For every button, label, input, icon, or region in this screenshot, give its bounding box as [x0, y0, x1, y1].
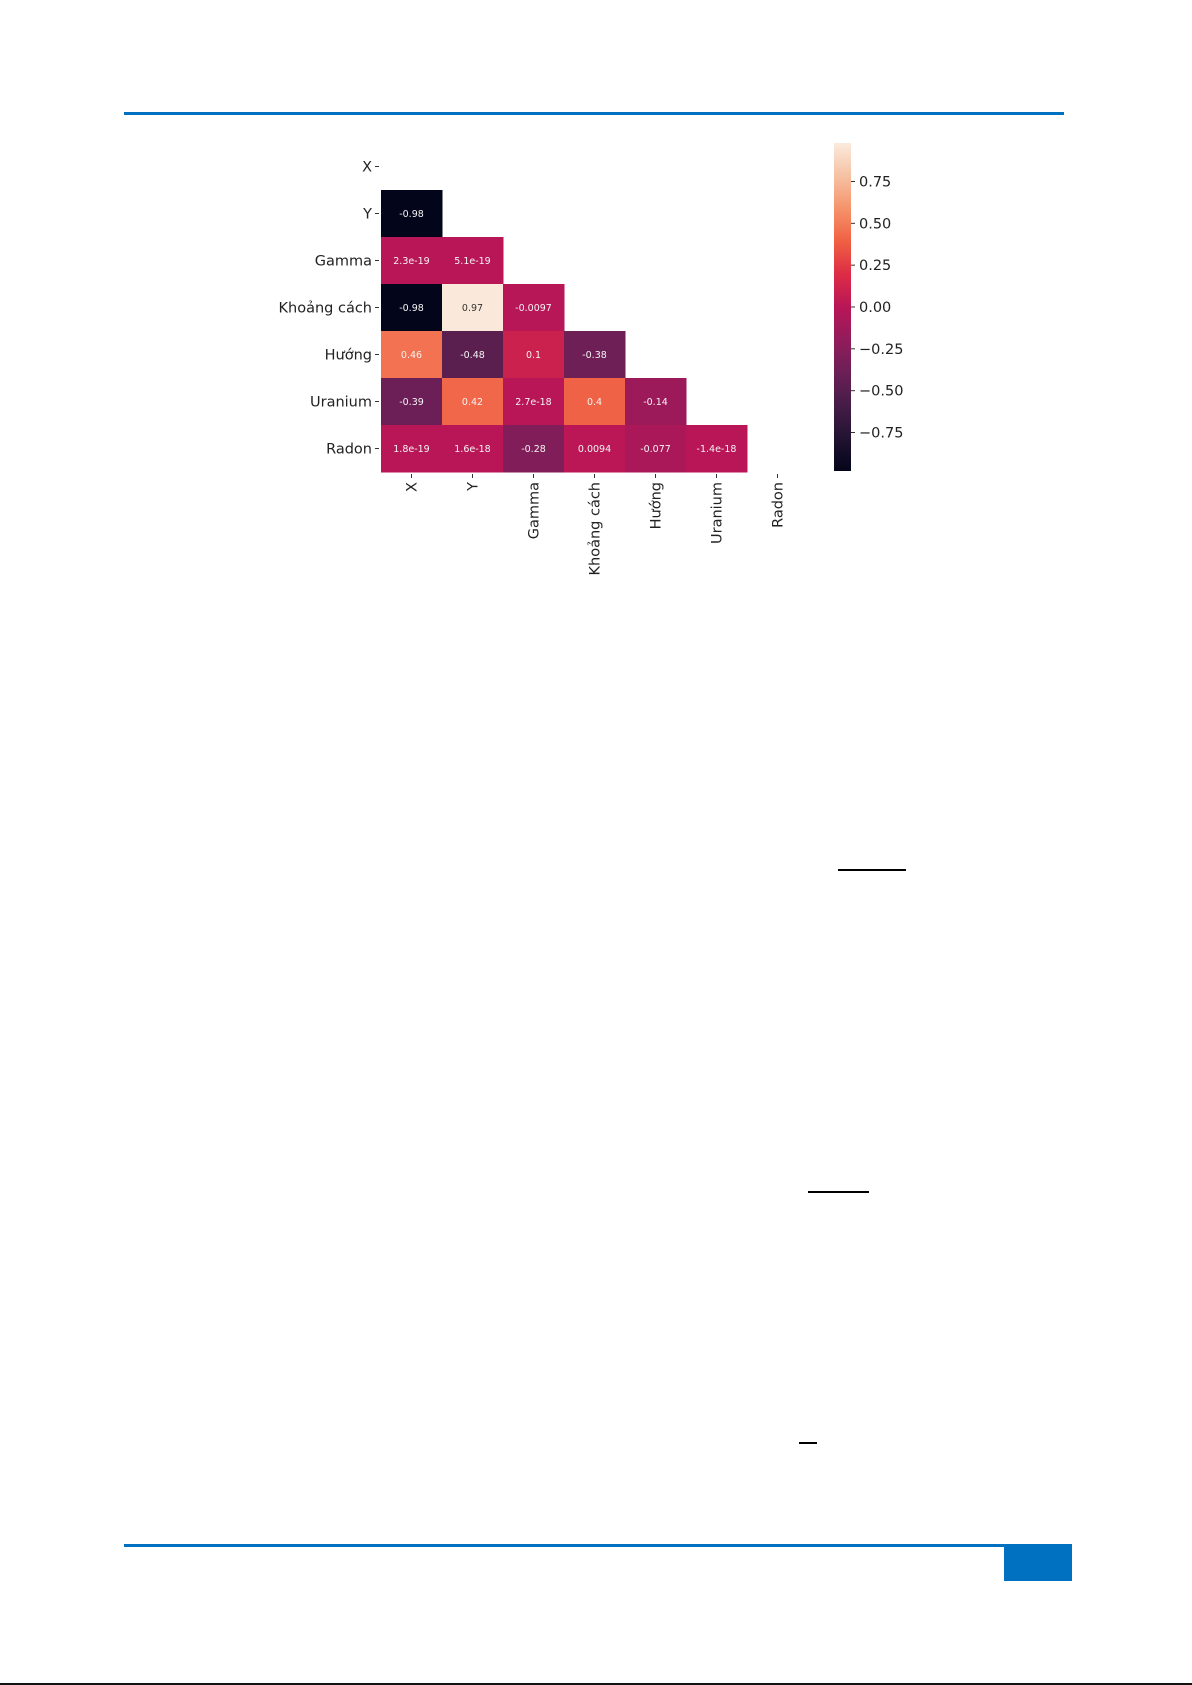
cell-annotation: -0.0097 [515, 303, 552, 314]
heatmap-cell [564, 425, 626, 473]
cell-annotation: -0.98 [399, 303, 424, 314]
row-label: Gamma [315, 254, 372, 270]
row-label: X [362, 160, 372, 176]
cell-annotation: 0.42 [462, 397, 483, 408]
cell-annotation: 0.0094 [578, 444, 611, 455]
cell-annotation: -0.077 [640, 444, 671, 455]
cell-annotation: 1.8e-19 [393, 444, 429, 455]
cell-annotation: -0.38 [582, 350, 607, 361]
column-label: Khoảng cách [588, 482, 604, 575]
cell-annotation: -1.4e-18 [697, 444, 737, 455]
heatmap-cell [442, 331, 504, 379]
heatmap-cell [625, 425, 687, 473]
heatmap-cell [503, 284, 565, 332]
heatmap-cell [503, 378, 565, 426]
heatmap-cell [503, 331, 565, 379]
colorbar-ticks: 0.75 0.50 0.25 0.00 −0.25 −0.50 −0.75 [851, 174, 903, 442]
cell-annotation: 0.4 [587, 397, 602, 408]
colorbar-tick-label: 0.25 [859, 258, 891, 274]
colorbar-tick-label: 0.50 [859, 216, 891, 232]
cell-annotation: 0.1 [526, 350, 541, 361]
heatmap-cell [442, 378, 504, 426]
colorbar-tick-label: −0.50 [859, 384, 903, 400]
row-label: Radon [326, 442, 372, 458]
page-edge [0, 1683, 1192, 1685]
colorbar-tick-label: 0.75 [859, 174, 891, 190]
page-number-box [1004, 1544, 1072, 1581]
cell-annotation: 0.46 [401, 350, 422, 361]
heatmap-cell [381, 237, 443, 285]
column-label: X [405, 482, 421, 492]
column-label: Y [466, 482, 482, 492]
cell-annotation: 0.97 [462, 303, 483, 314]
heatmap-cell [381, 284, 443, 332]
heatmap-cell [381, 425, 443, 473]
heatmap-cell [381, 331, 443, 379]
cell-annotation: -0.14 [643, 397, 668, 408]
row-labels: X Y Gamma Khoảng cách Hướng Uranium Radon [279, 160, 379, 458]
heatmap-cell [625, 378, 687, 426]
heatmap-cell [686, 425, 748, 473]
fraction-bar [799, 1442, 817, 1444]
cell-annotation: 2.7e-18 [515, 397, 551, 408]
heatmap-cell [381, 190, 443, 238]
cell-annotation: 2.3e-19 [393, 256, 429, 267]
fraction-bar [838, 869, 906, 871]
fraction-bar [808, 1191, 869, 1193]
header-rule [124, 112, 1064, 115]
colorbar-tick-label: −0.25 [859, 342, 903, 358]
column-labels: X Y Gamma Khoảng cách Hướng Uranium Radon [405, 474, 787, 575]
column-label: Radon [771, 482, 787, 528]
heatmap-cell [564, 378, 626, 426]
row-label: Hướng [325, 348, 372, 364]
heatmap-cell [442, 284, 504, 332]
cell-annotation: 1.6e-18 [454, 444, 490, 455]
heatmap-cell [442, 425, 504, 473]
cell-annotation: -0.39 [399, 397, 424, 408]
heatmap-cell [503, 425, 565, 473]
colorbar-tick-label: −0.75 [859, 426, 903, 442]
cell-annotation: -0.98 [399, 209, 424, 220]
row-label: Khoảng cách [279, 301, 372, 317]
heatmap-cells: -0.98 2.3e-19 5.1e-19 -0.98 0.97 -0.0097 0.46 -… [381, 190, 748, 473]
cell-annotation: 5.1e-19 [454, 256, 490, 267]
heatmap-cell [564, 331, 626, 379]
cell-annotation: -0.28 [521, 444, 546, 455]
colorbar-tick-label: 0.00 [859, 300, 891, 316]
footer-rule [124, 1544, 1004, 1547]
row-label: Y [362, 207, 372, 223]
heatmap-cell [381, 378, 443, 426]
row-label: Uranium [310, 395, 372, 411]
heatmap-cell [442, 237, 504, 285]
column-label: Hướng [649, 482, 665, 529]
cell-annotation: -0.48 [460, 350, 485, 361]
colorbar [834, 143, 851, 471]
column-label: Gamma [527, 482, 543, 539]
correlation-heatmap: -0.98 2.3e-19 5.1e-19 -0.98 0.97 -0.0097 0.46 -… [279, 143, 903, 575]
column-label: Uranium [710, 482, 726, 544]
